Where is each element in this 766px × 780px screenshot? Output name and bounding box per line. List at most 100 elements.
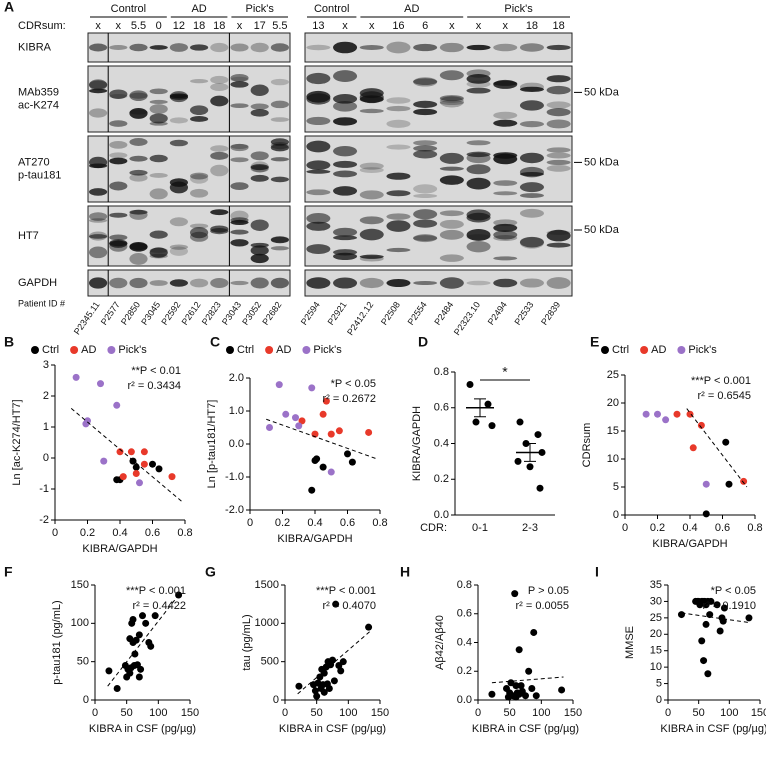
x-tick-label: 50 [693,707,705,719]
blot-band [89,79,108,91]
point [327,430,335,438]
y-tick-label: 20 [607,397,619,409]
patient-id: P2850 [119,300,142,327]
point [84,417,91,425]
blot-band [333,160,358,168]
point [132,463,140,471]
stat-annotation: P > 0.05 [528,585,569,597]
id-label: Patient ID # [18,298,65,308]
row-label: HT7 [18,230,39,242]
y-tick-label: -2 [39,514,49,526]
point [466,381,474,389]
blot-band [546,230,571,235]
point [511,590,519,598]
y-tick-label: 15 [650,645,662,657]
point [517,682,525,690]
y-tick-label: 15 [607,425,619,437]
y-tick-label: 20 [650,628,662,640]
point [266,424,273,431]
blot-band [306,169,331,174]
point [720,604,728,612]
blot-band [149,154,168,163]
y-tick-label: 50 [77,656,89,668]
stat-annotation: r² = 0.2672 [322,393,376,405]
cdr-value: 16 [392,20,404,32]
point [151,612,159,620]
blot-band [89,218,108,223]
blot-band [519,236,544,248]
fit-line [681,612,751,624]
point [116,448,124,456]
legend-marker [265,346,274,354]
blot-band [190,173,209,184]
y-axis-title: Ln [p-tau181/HT7] [206,400,218,489]
blot-band [466,140,491,146]
blot-band [413,108,438,116]
y-tick-label: 0 [656,694,662,706]
cdr-value: 5.5 [272,20,287,32]
blot-band [519,43,544,52]
point [137,665,145,673]
blot-band [109,152,128,159]
stat-annotation: r² = 0.4422 [132,600,186,612]
fit-line [70,408,183,502]
blot-band [210,83,229,92]
point [140,460,148,468]
blot-band [413,235,438,242]
point [136,479,143,487]
y-tick-label: 0.4 [434,437,449,449]
blot-band [250,42,269,53]
blot-band [306,189,331,196]
blot-band [89,234,108,239]
blot-band [359,277,384,289]
x-tick-label: 0.8 [747,522,762,534]
y-axis-title: Ln [ac-K274/HT7] [11,399,23,485]
blot-band [519,171,544,177]
y-tick-label: 1.0 [229,405,244,417]
blot-band [270,138,289,146]
y-tick-label: 2.0 [229,372,244,384]
blot-band [149,280,168,286]
patient-id: P2508 [379,300,402,327]
blot-band [546,108,571,117]
blot-band [466,229,491,241]
blot-band [250,245,269,256]
blot-band [149,230,168,239]
blot-band [413,209,438,220]
blot-band [210,95,229,107]
marker-label: 50 kDa [584,86,620,98]
group-label: Pick's [246,3,275,15]
point [330,677,338,685]
legend-marker [601,346,609,354]
blot-band [250,103,269,110]
blot-band [250,84,269,96]
blot-band [230,182,249,190]
y-axis-title: tau (pg/mL) [241,614,253,670]
y-tick-label: -1.0 [225,471,244,483]
blot-band [250,164,269,171]
marker-label: 50 kDa [584,156,620,168]
blot-band [129,155,148,162]
blot-band [466,69,491,78]
y-tick-label: 0.2 [434,473,449,485]
blot-band [190,278,209,288]
point [700,657,708,665]
cdr-value: 13 [312,20,324,32]
blot-band [190,105,209,115]
blot-band [386,247,411,253]
blot-band [210,145,229,152]
point [745,614,753,622]
cdr-value: 6 [422,20,428,32]
blot-band [89,88,108,94]
blot-band [270,100,289,109]
y-tick-label: 0.0 [457,694,472,706]
point [654,410,661,418]
point [702,620,710,628]
point [662,416,670,424]
point [327,468,335,476]
stat-annotation: r² = 0.4070 [322,600,376,612]
patient-id: P2594 [299,300,322,327]
blot-band [306,221,331,231]
blot-band [270,157,289,162]
stat-annotation: r² = 0.1910 [702,600,756,612]
